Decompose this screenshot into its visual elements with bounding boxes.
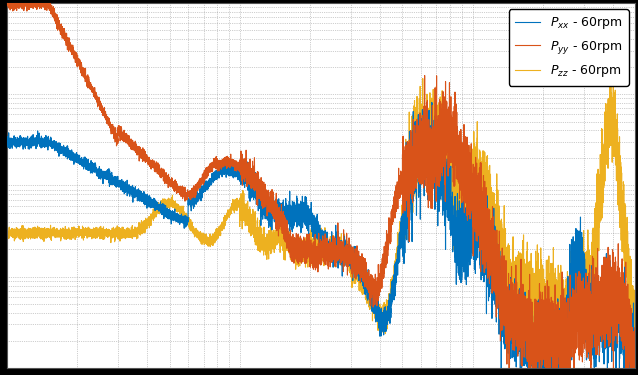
$P_{zz}$ - 60rpm [375, 307, 383, 312]
$P_{yy}$ - 60rpm [375, 280, 383, 285]
Line: $P_{zz}$ - 60rpm: $P_{zz}$ - 60rpm [7, 76, 635, 374]
$P_{zz}$ - 60rpm [607, 74, 614, 78]
$P_{yy}$ - 60rpm [503, 317, 510, 321]
$P_{xx}$ - 60rpm [632, 362, 638, 367]
$P_{yy}$ - 60rpm [403, 173, 410, 177]
$P_{yy}$ - 60rpm [3, 4, 11, 8]
$P_{zz}$ - 60rpm [3, 231, 11, 235]
$P_{xx}$ - 60rpm [428, 100, 436, 105]
$P_{zz}$ - 60rpm [632, 335, 638, 339]
$P_{zz}$ - 60rpm [561, 371, 568, 375]
$P_{yy}$ - 60rpm [34, 4, 42, 8]
$P_{xx}$ - 60rpm [469, 234, 477, 238]
Legend: $P_{xx}$ - 60rpm, $P_{yy}$ - 60rpm, $P_{zz}$ - 60rpm: $P_{xx}$ - 60rpm, $P_{yy}$ - 60rpm, $P_{… [508, 9, 629, 86]
$P_{zz}$ - 60rpm [469, 192, 477, 196]
$P_{zz}$ - 60rpm [502, 267, 510, 272]
$P_{yy}$ - 60rpm [231, 160, 239, 165]
$P_{xx}$ - 60rpm [3, 140, 11, 145]
$P_{xx}$ - 60rpm [230, 171, 238, 176]
$P_{xx}$ - 60rpm [375, 306, 383, 310]
Line: $P_{xx}$ - 60rpm: $P_{xx}$ - 60rpm [7, 102, 635, 375]
$P_{yy}$ - 60rpm [469, 224, 477, 229]
$P_{xx}$ - 60rpm [403, 198, 410, 202]
$P_{zz}$ - 60rpm [403, 204, 410, 209]
$P_{xx}$ - 60rpm [34, 139, 42, 143]
Line: $P_{yy}$ - 60rpm: $P_{yy}$ - 60rpm [7, 0, 635, 375]
$P_{xx}$ - 60rpm [503, 319, 510, 323]
$P_{zz}$ - 60rpm [230, 206, 238, 210]
$P_{zz}$ - 60rpm [34, 232, 42, 237]
